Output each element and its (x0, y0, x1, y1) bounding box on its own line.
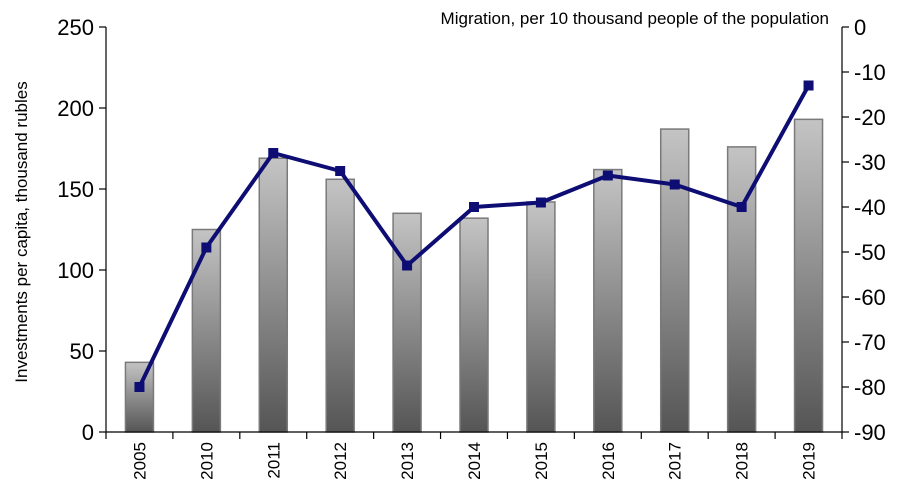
migration-point-2015 (536, 198, 546, 208)
migration-point-2005 (134, 382, 144, 392)
migration-point-2013 (402, 261, 412, 271)
left-tick-label: 150 (57, 177, 94, 202)
bar-2017 (661, 129, 689, 432)
bar-2011 (259, 158, 287, 432)
x-tick-label-2016: 2016 (599, 442, 618, 480)
migration-point-2016 (603, 171, 613, 181)
right-tick-label: -70 (854, 330, 886, 355)
x-tick-label-2013: 2013 (398, 442, 417, 480)
x-tick-label-2011: 2011 (264, 442, 283, 479)
bar-2005 (125, 362, 153, 432)
migration-point-2012 (335, 166, 345, 176)
x-tick-label-2017: 2017 (666, 442, 685, 480)
left-tick-label: 0 (82, 420, 94, 445)
bar-2010 (192, 230, 220, 433)
right-tick-label: 0 (854, 15, 866, 40)
right-tick-label: -10 (854, 60, 886, 85)
bar-2016 (594, 170, 622, 432)
migration-point-2018 (737, 202, 747, 212)
right-axis-title: Migration, per 10 thousand people of the… (441, 9, 829, 28)
bar-2015 (527, 202, 555, 432)
right-tick-label: -30 (854, 150, 886, 175)
left-axis-title: Investments per capita, thousand rubles (12, 81, 31, 382)
right-tick-label: -50 (854, 240, 886, 265)
migration-point-2017 (670, 180, 680, 190)
migration-point-2014 (469, 202, 479, 212)
right-tick-label: -60 (854, 285, 886, 310)
x-tick-label-2012: 2012 (331, 442, 350, 480)
left-tick-label: 250 (57, 15, 94, 40)
bar-2014 (460, 218, 488, 432)
right-tick-label: -40 (854, 195, 886, 220)
left-tick-label: 200 (57, 96, 94, 121)
left-tick-label: 100 (57, 258, 94, 283)
bars-layer (125, 119, 822, 432)
migration-point-2011 (268, 148, 278, 158)
left-tick-label: 50 (70, 339, 94, 364)
x-tick-label-2014: 2014 (465, 442, 484, 480)
x-tick-label-2019: 2019 (800, 442, 819, 480)
right-tick-label: -80 (854, 375, 886, 400)
bar-2012 (326, 179, 354, 432)
x-tick-label-2005: 2005 (130, 442, 149, 480)
x-tick-label-2010: 2010 (197, 442, 216, 480)
bar-2013 (393, 213, 421, 432)
right-tick-label: -90 (854, 420, 886, 445)
right-tick-label: -20 (854, 105, 886, 130)
x-tick-label-2015: 2015 (532, 442, 551, 480)
migration-point-2019 (804, 81, 814, 91)
bar-2019 (795, 119, 823, 432)
migration-point-2010 (201, 243, 211, 253)
x-tick-label-2018: 2018 (733, 442, 752, 480)
